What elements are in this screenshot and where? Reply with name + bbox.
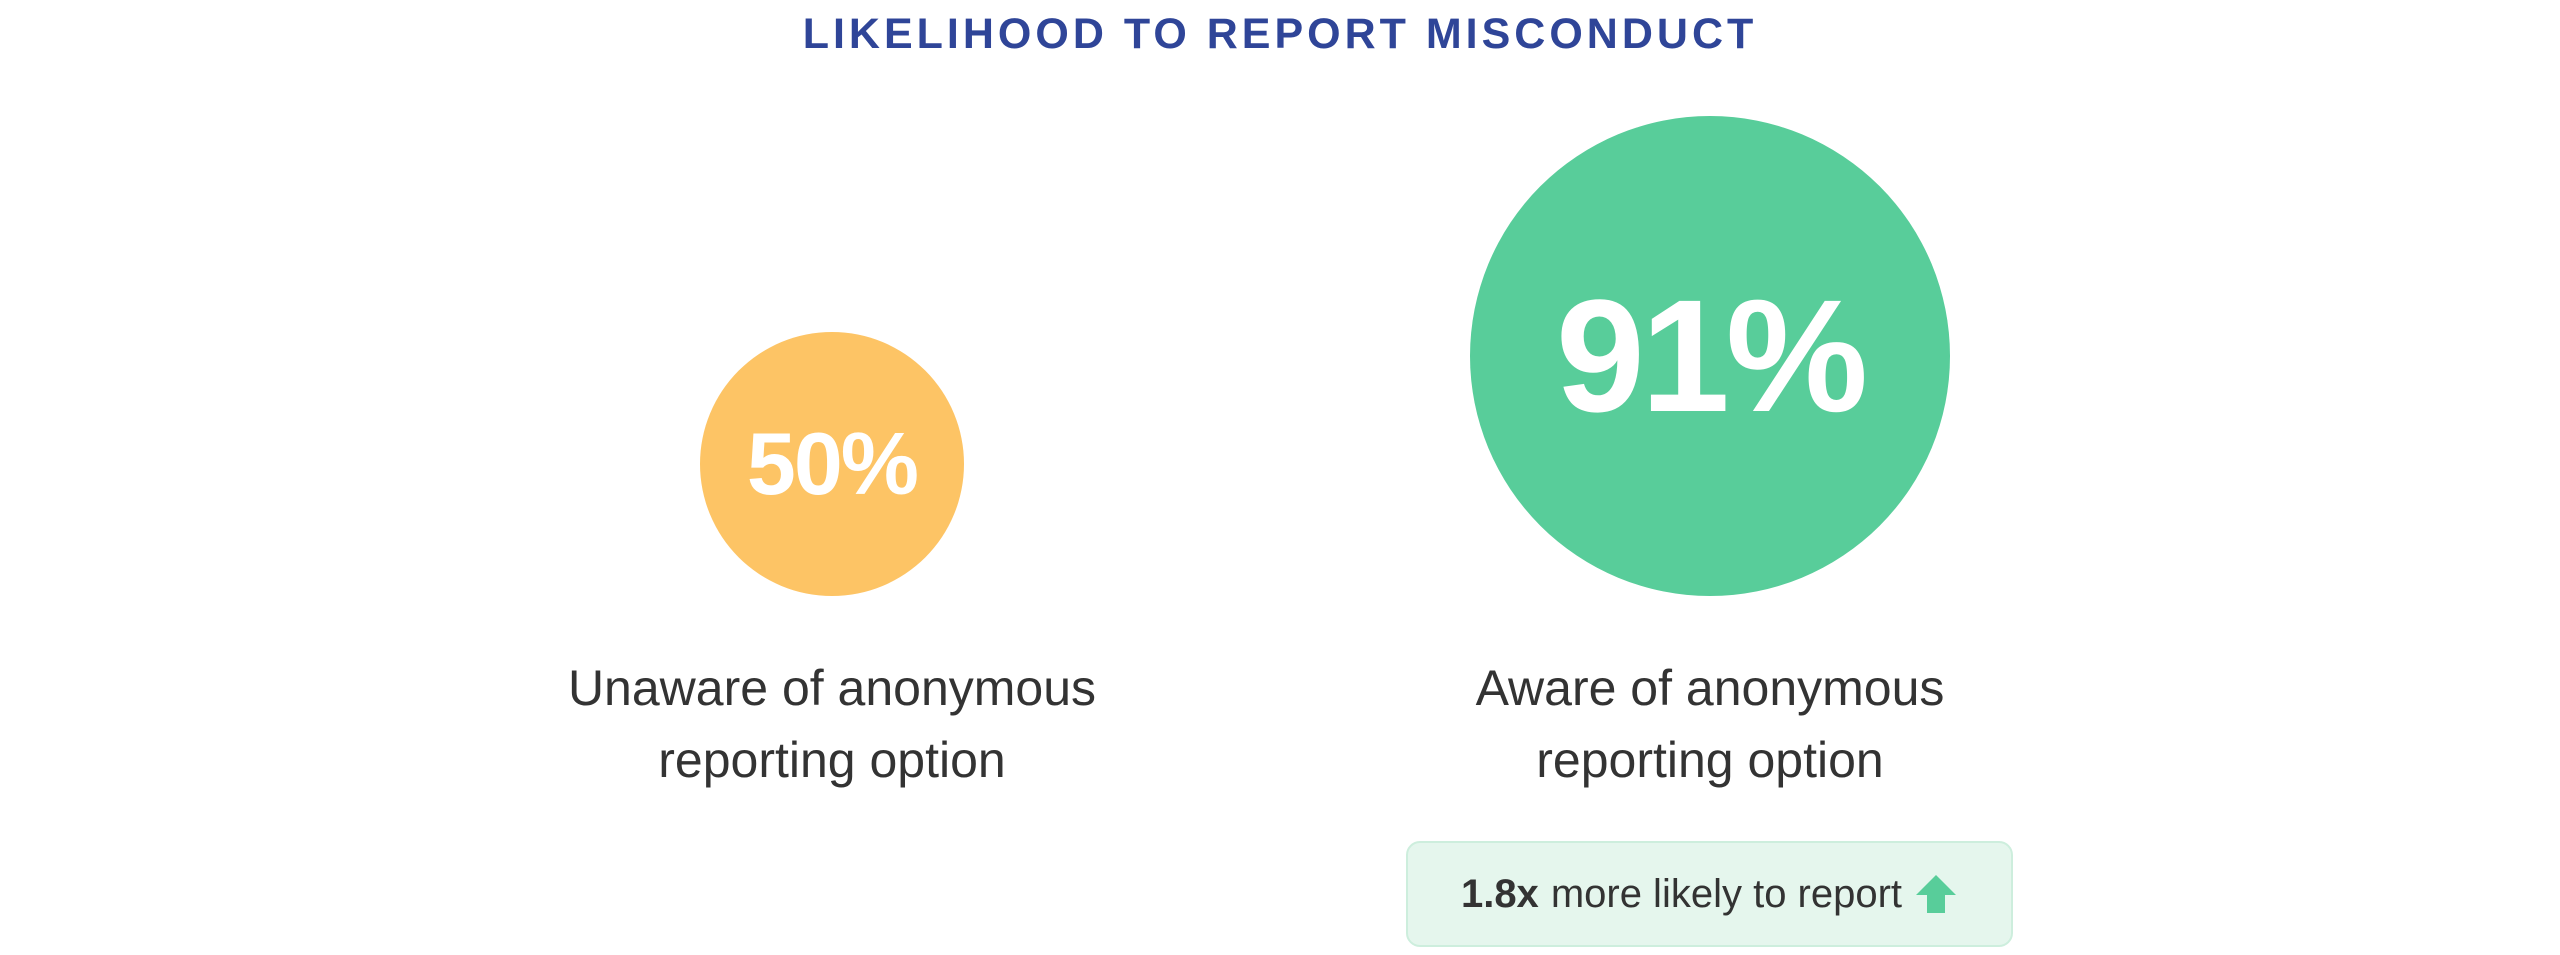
- chart-title: LIKELIHOOD TO REPORT MISCONDUCT: [802, 10, 1758, 58]
- unaware-label-line2: reporting option: [658, 732, 1006, 788]
- unaware-circle: 50%: [700, 332, 964, 596]
- aware-percentage: 91%: [1555, 266, 1868, 445]
- aware-label-line1: Aware of anonymous: [1475, 660, 1945, 716]
- badge-text: more likely to report: [1550, 871, 1903, 916]
- badge-multiplier: 1.8x: [1460, 871, 1539, 916]
- aware-label: Aware of anonymous reporting option: [1410, 652, 2010, 796]
- arrow-up-shape: [1916, 875, 1957, 913]
- comparison-badge: 1.8x more likely to report: [1406, 841, 2013, 947]
- unaware-label-line1: Unaware of anonymous: [567, 660, 1097, 716]
- unaware-percentage: 50%: [746, 414, 919, 513]
- arrow-up-icon: [1916, 875, 1957, 913]
- aware-label-line2: reporting option: [1536, 732, 1884, 788]
- aware-circle: 91%: [1470, 116, 1950, 596]
- unaware-label: Unaware of anonymous reporting option: [532, 652, 1132, 796]
